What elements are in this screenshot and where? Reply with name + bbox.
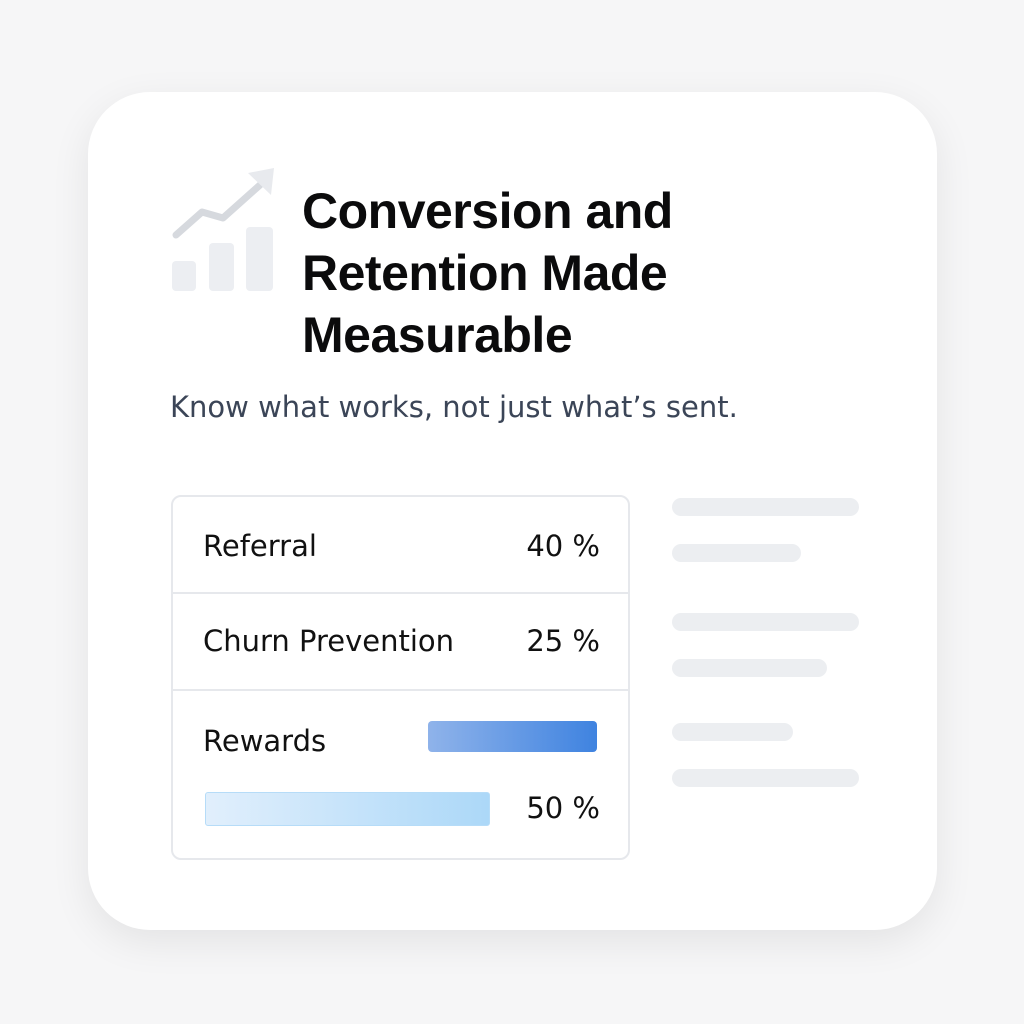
rewards-progress-bar: [205, 792, 490, 826]
subtitle: Know what works, not just what’s sent.: [170, 390, 738, 424]
skeleton-line: [672, 769, 859, 787]
row-value: 40 %: [526, 529, 600, 563]
skeleton-line: [672, 498, 859, 516]
rewards-bar: [428, 721, 597, 752]
metrics-table: Referral 40 % Churn Prevention 25 % Rewa…: [171, 495, 630, 860]
table-row: Churn Prevention 25 %: [173, 594, 628, 691]
skeleton-line: [672, 544, 801, 562]
page-title: Conversion and Retention Made Measurable: [302, 183, 673, 363]
row-value: 25 %: [526, 624, 600, 658]
row-label: Referral: [203, 529, 317, 563]
trending-chart-icon: [172, 168, 274, 291]
row-label: Churn Prevention: [203, 624, 455, 658]
skeleton-line: [672, 659, 827, 677]
table-row: Referral 40 %: [173, 497, 628, 594]
row-value: 50 %: [526, 791, 600, 825]
row-label: Rewards: [203, 724, 327, 758]
skeleton-line: [672, 723, 793, 741]
skeleton-line: [672, 613, 859, 631]
